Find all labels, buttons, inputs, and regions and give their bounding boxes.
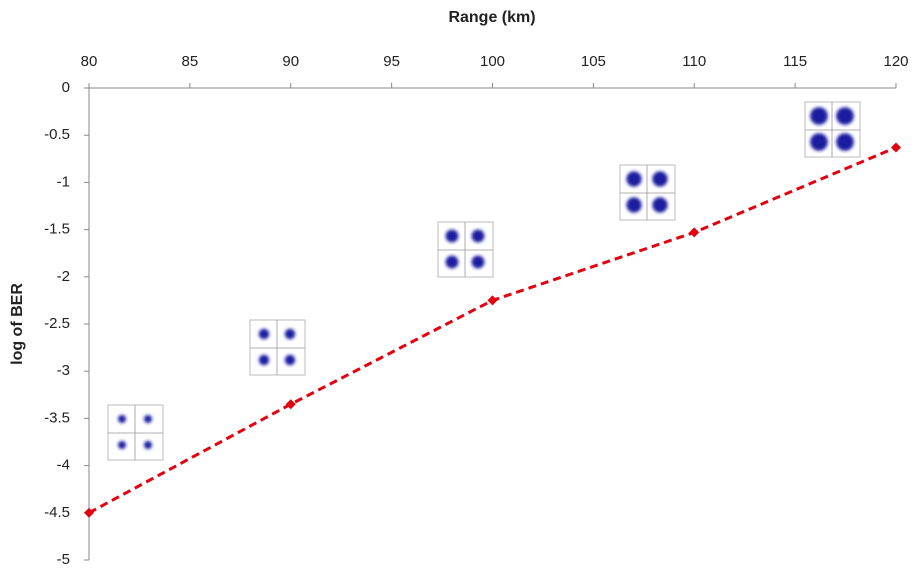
- y-tick-label: -4: [57, 457, 70, 474]
- data-line: [89, 147, 896, 512]
- constellation-inset: [620, 165, 675, 220]
- x-tick-label: 95: [383, 53, 400, 70]
- y-tick-label: 0: [62, 79, 70, 96]
- inset-cluster: [836, 133, 854, 151]
- inset-cluster: [652, 171, 667, 186]
- x-tick-label: 115: [783, 53, 807, 70]
- inset-frame: [620, 165, 675, 220]
- inset-cluster: [652, 197, 667, 212]
- data-point: [488, 295, 498, 305]
- inset-cluster: [472, 230, 485, 243]
- constellation-insets: [108, 102, 860, 460]
- x-tick-label: 80: [81, 53, 98, 70]
- constellation-inset: [805, 102, 860, 157]
- x-tick-label: 105: [581, 53, 606, 70]
- inset-frame: [250, 320, 305, 375]
- x-tick-label: 120: [883, 53, 908, 70]
- y-tick-label: -4.5: [44, 504, 70, 521]
- inset-cluster: [118, 441, 126, 449]
- inset-cluster: [285, 355, 295, 365]
- x-tick-label: 100: [480, 53, 505, 70]
- inset-cluster: [259, 329, 269, 339]
- inset-cluster: [810, 133, 828, 151]
- y-tick-label: -2.5: [44, 315, 70, 332]
- inset-frame: [108, 405, 163, 460]
- inset-cluster: [259, 355, 269, 365]
- inset-cluster: [446, 230, 459, 243]
- constellation-inset: [108, 405, 163, 460]
- inset-cluster: [118, 415, 126, 423]
- inset-cluster: [836, 107, 854, 125]
- chart: Range (km) log of BER 80 85 90 95 100 105 110 1…: [0, 0, 920, 568]
- y-axis-title: log of BER: [9, 283, 26, 365]
- x-tick-label: 110: [682, 53, 706, 70]
- constellation-inset: [438, 222, 493, 277]
- y-tick-label: -3.5: [44, 409, 70, 426]
- inset-cluster: [285, 329, 295, 339]
- x-tick-label: 90: [282, 53, 299, 70]
- y-tick-label: -5: [57, 551, 70, 568]
- y-tick-label: -3: [57, 362, 70, 379]
- inset-cluster: [472, 256, 485, 269]
- data-point: [689, 227, 699, 237]
- y-tick-label: -0.5: [44, 126, 70, 143]
- inset-cluster: [626, 171, 641, 186]
- inset-frame: [438, 222, 493, 277]
- constellation-inset: [250, 320, 305, 375]
- x-tick-label: 85: [182, 53, 199, 70]
- inset-cluster: [446, 256, 459, 269]
- y-tick-label: -2: [57, 268, 70, 285]
- inset-cluster: [810, 107, 828, 125]
- inset-cluster: [626, 197, 641, 212]
- x-axis-title: Range (km): [448, 9, 535, 26]
- inset-cluster: [144, 441, 152, 449]
- y-tick-label: -1: [57, 173, 70, 190]
- y-tick-label: -1.5: [44, 221, 70, 238]
- inset-cluster: [144, 415, 152, 423]
- data-point: [891, 142, 901, 152]
